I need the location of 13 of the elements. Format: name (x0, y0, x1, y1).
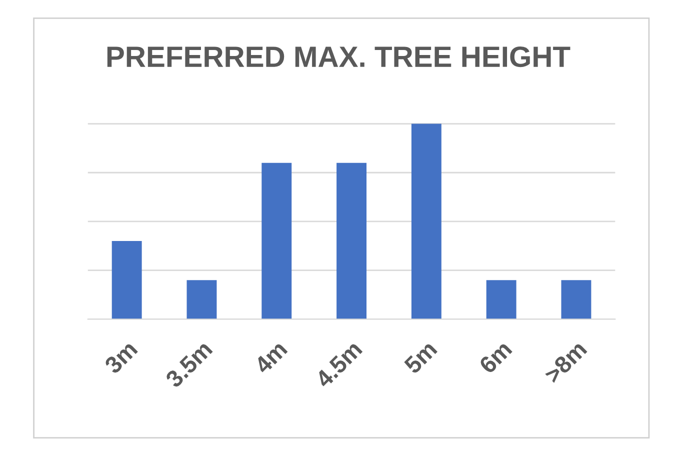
x-tick-label: 3m (104, 340, 138, 375)
bar (262, 162, 292, 320)
bar (112, 241, 142, 320)
bar (561, 280, 592, 320)
x-tick-label: 4m (253, 340, 288, 375)
bar (336, 162, 366, 320)
x-tick-label: 5m (403, 340, 438, 375)
bar (411, 124, 442, 320)
x-tick-label: 6m (478, 340, 513, 374)
chart-title: PREFERRED MAX. TREE HEIGHT (107, 46, 570, 68)
bar (186, 280, 217, 320)
x-tick-label: >8m (543, 340, 588, 384)
bar (486, 280, 516, 320)
